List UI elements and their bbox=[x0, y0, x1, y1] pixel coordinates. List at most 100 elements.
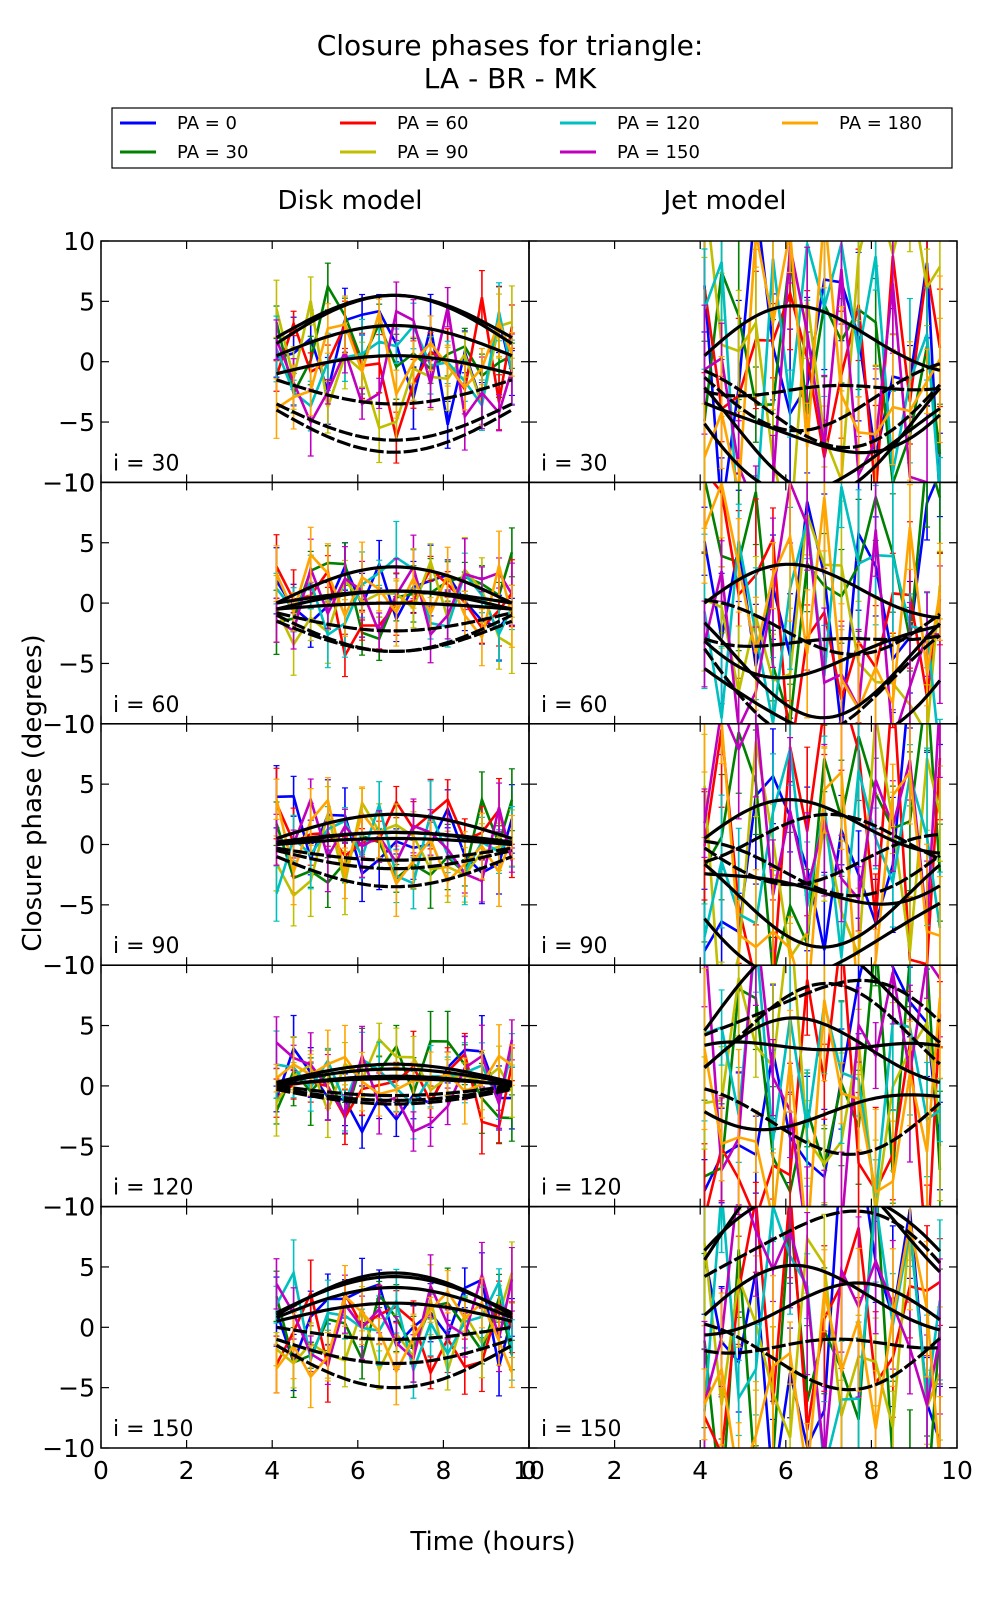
figure-title-line-1: Closure phases for triangle: bbox=[317, 29, 704, 62]
panel-jet-1-inclination-label: i = 60 bbox=[541, 693, 608, 718]
panel-jet-4-model-curve-4 bbox=[704, 1281, 941, 1337]
panel-disk-2-model-curve-5 bbox=[276, 846, 513, 862]
panel-disk-4-model-curve-4 bbox=[275, 1274, 513, 1315]
panel-jet-3-model-curve-5 bbox=[703, 981, 941, 1069]
panel-disk-0-model-curve-4 bbox=[275, 323, 513, 358]
panel-disk-2-ytick-label: 10 bbox=[63, 710, 95, 739]
panel-disk-3-series-6 bbox=[275, 1054, 513, 1096]
panel-jet-0: i = 30 bbox=[528, 240, 958, 484]
panel-jet-3-series-6 bbox=[703, 997, 942, 1207]
panel-jet-4-model-curve-6 bbox=[703, 1206, 942, 1274]
panel-jet-4-series-4 bbox=[703, 1206, 942, 1448]
panel-jet-2-series-6 bbox=[720, 723, 941, 966]
panel-jet-1-model-curve-0 bbox=[703, 562, 941, 620]
panel-disk-2-ytick-label: 5 bbox=[79, 770, 95, 799]
xtick-label-disk: 4 bbox=[264, 1456, 280, 1485]
panel-disk-2-model-curve-6 bbox=[276, 836, 513, 847]
panel-disk-3-model-curve-6 bbox=[276, 1077, 513, 1087]
panel-jet-3-series-3 bbox=[704, 965, 942, 1207]
panel-disk-3-model-curve-1 bbox=[276, 1086, 513, 1103]
panel-disk-3-ytick-label: −10 bbox=[42, 1193, 95, 1222]
panel-jet-1-model-curve-4 bbox=[703, 624, 941, 680]
legend-label-4: PA = 120 bbox=[617, 113, 700, 134]
panel-disk-1-data bbox=[273, 520, 515, 678]
panel-jet-2-inclination-label: i = 90 bbox=[541, 934, 608, 959]
column-title-jet: Jet model bbox=[661, 186, 786, 216]
panel-jet-4-model-curve-2 bbox=[703, 1206, 942, 1253]
panel-disk-2-model-curve-4 bbox=[276, 830, 513, 844]
panel-jet-1-series-5 bbox=[703, 482, 940, 724]
panel-jet-1: i = 60 bbox=[528, 481, 958, 725]
panel-disk-3-ytick-label: 10 bbox=[63, 951, 95, 980]
panel-disk-4-series-6 bbox=[275, 1289, 514, 1379]
legend-label-5: PA = 150 bbox=[617, 142, 700, 163]
panel-disk-4-model-curve-3 bbox=[276, 1337, 513, 1366]
panel-grid: −10 −5 0 5 10 i = 30 i = 30 −10 −5 0 5 10 i = 60 i = … bbox=[42, 227, 958, 1463]
panel-jet-4-model-curve-5 bbox=[704, 1337, 940, 1355]
figure-title-line-2: LA - BR - MK bbox=[424, 62, 597, 95]
panel-jet-0-model-curve-4 bbox=[703, 407, 941, 483]
panel-disk-4-model-curve-1 bbox=[275, 1344, 513, 1390]
panel-disk-1-ytick-label: 10 bbox=[63, 468, 95, 497]
panel-jet-2: i = 90 bbox=[528, 723, 958, 966]
panel-disk-0-inclination-label: i = 30 bbox=[113, 451, 180, 476]
panel-jet-4-inclination-label: i = 150 bbox=[541, 1417, 622, 1442]
x-axis-label: Time (hours) bbox=[409, 1527, 575, 1557]
panel-disk-1-model-curve-5 bbox=[276, 611, 513, 633]
panel-disk-2-series-2 bbox=[275, 797, 514, 862]
panel-jet-0-model-curve-0 bbox=[703, 304, 941, 372]
panel-jet-4-series-1 bbox=[703, 1206, 942, 1448]
panel-disk-4-ytick-label: 0 bbox=[79, 1313, 95, 1342]
panel-jet-1-model-curve-2 bbox=[703, 621, 942, 720]
panel-disk-4-ytick-label: 10 bbox=[63, 1193, 95, 1222]
panel-jet-1-model-curve-5 bbox=[703, 634, 941, 649]
y-axis-label: Closure phase (degrees) bbox=[18, 634, 48, 951]
panel-disk-2-data bbox=[273, 765, 515, 927]
panel-disk-0-series-5 bbox=[275, 306, 514, 426]
panel-disk-1-ytick-label: 0 bbox=[79, 589, 95, 618]
panel-jet-0-model-curve-3 bbox=[703, 362, 941, 433]
xtick-label-jet: 2 bbox=[607, 1456, 623, 1485]
panel-jet-2-model-curve-5 bbox=[704, 812, 941, 864]
panel-disk-2-inclination-label: i = 90 bbox=[113, 934, 180, 959]
panel-disk-1-model-curve-0 bbox=[275, 565, 513, 605]
panel-disk-4-data bbox=[273, 1239, 515, 1409]
panel-disk-1-model-curve-3 bbox=[275, 619, 513, 654]
panel-disk-2-ytick-label: 0 bbox=[79, 831, 95, 860]
panel-disk-4-inclination-label: i = 150 bbox=[113, 1417, 194, 1442]
xtick-label-jet: 4 bbox=[692, 1456, 708, 1485]
panel-disk-3-model-curve-0 bbox=[276, 1067, 513, 1086]
panel-disk-1: −10 −5 0 5 10 i = 60 bbox=[42, 468, 530, 739]
panel-disk-4-ytick-label: −10 bbox=[42, 1434, 95, 1463]
panel-disk-0-data bbox=[273, 262, 515, 464]
xtick-label-disk: 8 bbox=[435, 1456, 451, 1485]
panel-jet-3-series-2 bbox=[706, 965, 942, 1207]
panel-jet-0-model-curve-1 bbox=[703, 369, 942, 450]
panel-disk-3-model-curve-3 bbox=[276, 1084, 513, 1098]
panel-disk-3-ytick-label: −5 bbox=[58, 1132, 95, 1161]
xtick-label-jet: 10 bbox=[941, 1456, 973, 1485]
xtick-label-jet: 6 bbox=[778, 1456, 794, 1485]
panel-disk-3-data bbox=[273, 1010, 515, 1155]
panel-disk-3-model-curve-4 bbox=[276, 1062, 513, 1084]
panel-jet-2-model-curve-4 bbox=[703, 901, 941, 966]
panel-disk-0-model-curve-6 bbox=[276, 354, 513, 376]
panel-jet-3: i = 120 bbox=[528, 964, 958, 1208]
panel-jet-0-series-6 bbox=[703, 241, 942, 483]
panel-disk-2-model-curve-1 bbox=[275, 855, 513, 889]
panel-disk-0-ytick-label: 0 bbox=[79, 348, 95, 377]
panel-disk-4-model-curve-5 bbox=[276, 1325, 513, 1342]
xtick-label-disk: 6 bbox=[350, 1456, 366, 1485]
panel-jet-1-series-6 bbox=[703, 482, 942, 712]
panel-jet-0-inclination-label: i = 30 bbox=[541, 451, 608, 476]
panel-jet-0-series-5 bbox=[703, 246, 929, 483]
panel-disk-3: −10 −5 0 5 10 i = 120 bbox=[42, 951, 530, 1222]
panel-disk-2-ytick-label: −10 bbox=[42, 951, 95, 980]
panel-jet-3-series-5 bbox=[705, 965, 941, 1207]
panel-disk-1-ytick-label: −5 bbox=[58, 649, 95, 678]
legend-box bbox=[111, 107, 953, 169]
panel-disk-0-ytick-label: 5 bbox=[79, 287, 95, 316]
panel-disk-0-ytick-label: −10 bbox=[42, 468, 95, 497]
xtick-label-jet: 0 bbox=[521, 1456, 537, 1485]
